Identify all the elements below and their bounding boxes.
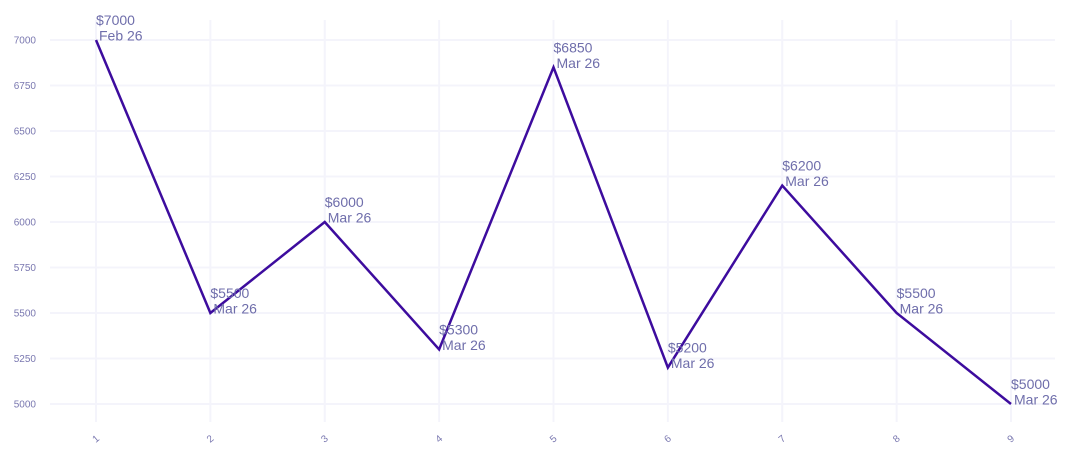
date-label: Feb 26 xyxy=(99,28,143,44)
value-label: $5200 xyxy=(668,340,707,356)
date-label: Mar 26 xyxy=(557,55,601,71)
y-tick-label: 5500 xyxy=(14,309,37,320)
y-tick-label: 5250 xyxy=(14,354,37,365)
value-label: $6000 xyxy=(325,194,364,210)
date-label: Mar 26 xyxy=(900,301,944,317)
value-label: $5300 xyxy=(439,321,478,337)
date-label: Mar 26 xyxy=(213,301,257,317)
date-label: Mar 26 xyxy=(442,337,486,353)
x-tick-label: 5 xyxy=(548,433,560,445)
x-tick-label: 2 xyxy=(205,433,217,445)
date-label: Mar 26 xyxy=(785,173,829,189)
value-label: $5000 xyxy=(1011,376,1050,392)
date-label: Mar 26 xyxy=(328,210,372,226)
y-tick-label: 6250 xyxy=(14,172,37,183)
value-label: $5500 xyxy=(897,285,936,301)
value-label: $6850 xyxy=(554,39,593,55)
value-label: $6200 xyxy=(782,158,821,174)
value-label: $7000 xyxy=(96,12,135,28)
date-label: Mar 26 xyxy=(1014,392,1058,408)
x-tick-label: 3 xyxy=(319,433,331,445)
price-line xyxy=(94,39,1012,405)
x-tick-label: 7 xyxy=(777,433,789,445)
y-tick-label: 7000 xyxy=(14,36,37,47)
x-tick-label: 4 xyxy=(434,433,446,445)
x-tick-label: 6 xyxy=(663,433,675,445)
value-label: $5500 xyxy=(210,285,249,301)
y-axis: 5000 5250 5500 5750 6000 6250 6500 6750 7000 xyxy=(14,36,37,411)
x-tick-label: 8 xyxy=(891,433,903,445)
y-tick-label: 6750 xyxy=(14,81,37,92)
y-tick-label: 5750 xyxy=(14,263,37,274)
x-axis: 1 2 3 4 5 6 7 8 9 xyxy=(91,433,1018,445)
grid-lines xyxy=(50,20,1055,422)
x-tick-label: 9 xyxy=(1006,433,1018,445)
x-tick-label: 1 xyxy=(91,433,103,445)
y-tick-label: 5000 xyxy=(14,400,37,411)
y-tick-label: 6500 xyxy=(14,127,37,138)
y-tick-label: 6000 xyxy=(14,218,37,229)
date-label: Mar 26 xyxy=(671,355,715,371)
